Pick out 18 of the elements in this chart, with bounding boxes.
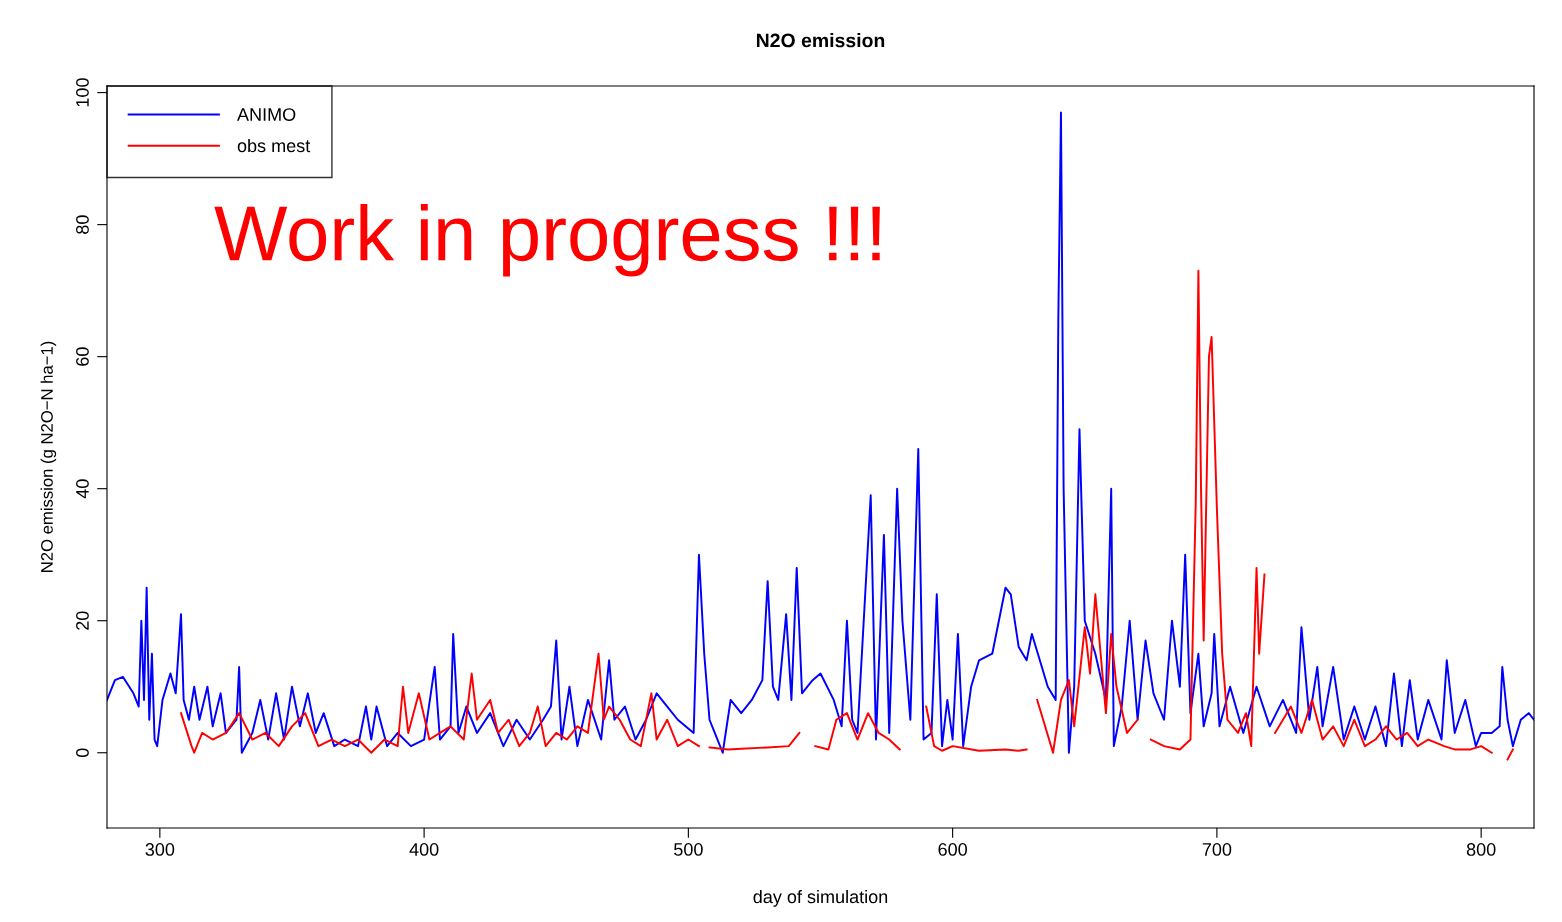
x-tick-label: 400: [409, 843, 439, 856]
y-tick-label: 20: [76, 611, 89, 630]
x-tick-label: 700: [1202, 843, 1232, 856]
y-tick-label: 100: [76, 78, 89, 107]
legend-label: obs mest: [237, 138, 311, 153]
legend-label: ANIMO: [237, 108, 296, 121]
y-tick-label: 40: [76, 479, 89, 499]
y-tick-label: 80: [76, 215, 89, 234]
x-tick-label: 600: [938, 843, 967, 856]
x-tick-label: 300: [145, 843, 175, 856]
x-tick-label: 800: [1466, 843, 1496, 856]
y-axis-title: N2O emission (g N2O−N ha−1): [40, 341, 57, 572]
y-tick-label: 0: [76, 748, 89, 758]
x-axis-title: day of simulation: [753, 889, 888, 907]
annotation: Work in progress !!!: [214, 204, 880, 277]
y-tick-label: 60: [76, 347, 89, 366]
chart-title: N2O emission: [756, 33, 885, 48]
x-tick-label: 500: [674, 843, 703, 856]
